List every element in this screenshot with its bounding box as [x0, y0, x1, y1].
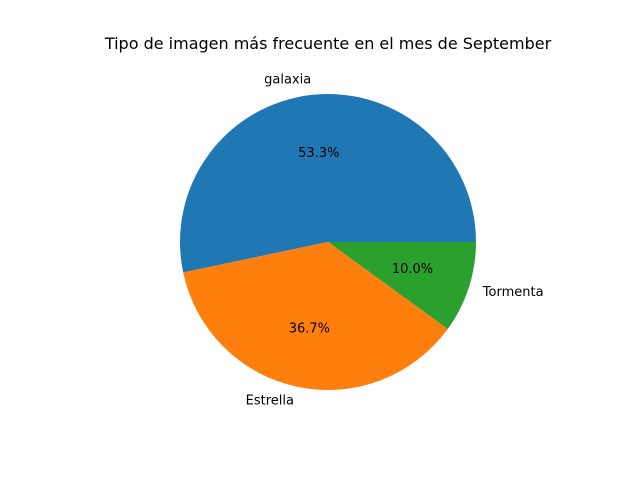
- slice-label-estrella: Estrella: [246, 394, 294, 409]
- percent-label-estrella: 36.7%: [289, 321, 330, 336]
- pie-labels: galaxia 53.3% Estrella 36.7% Tormenta 10.0%: [246, 73, 544, 409]
- percent-label-tormenta: 10.0%: [392, 262, 433, 277]
- pie-slices: [180, 94, 476, 390]
- percent-label-galaxia: 53.3%: [298, 146, 339, 161]
- chart-title: Tipo de imagen más frecuente en el mes d…: [104, 34, 552, 53]
- pie-slice-galaxia: [180, 94, 476, 273]
- slice-label-tormenta: Tormenta: [482, 285, 544, 300]
- pie-slice-estrella: [183, 242, 448, 390]
- pie-slice-tormenta: [328, 242, 476, 329]
- slice-label-galaxia: galaxia: [264, 73, 311, 88]
